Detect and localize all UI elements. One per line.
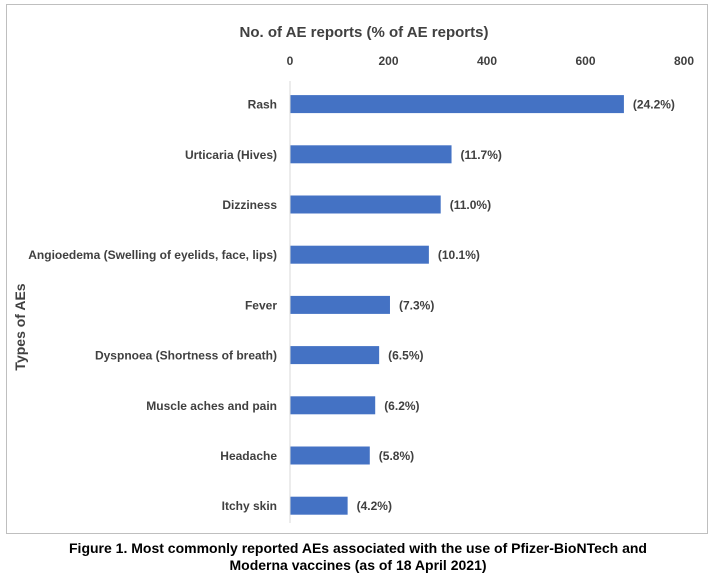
- category-label: Fever: [245, 298, 277, 312]
- y-axis-title: Types of AEs: [12, 283, 28, 370]
- chart-title: No. of AE reports (% of AE reports): [240, 24, 489, 41]
- category-label: Muscle aches and pain: [146, 399, 277, 413]
- category-label: Dyspnoea (Shortness of breath): [95, 349, 277, 363]
- caption-line-1: Figure 1. Most commonly reported AEs ass…: [69, 540, 647, 556]
- category-labels: Rash Urticaria (Hives) Dizziness Angioedema…: [28, 98, 277, 514]
- x-tick-label: 600: [575, 54, 595, 68]
- category-label: Dizziness: [222, 198, 277, 212]
- category-label: Angioedema (Swelling of eyelids, face, l…: [28, 248, 277, 262]
- bar: [290, 446, 370, 465]
- figure-caption: Figure 1. Most commonly reported AEs ass…: [0, 540, 716, 574]
- category-label: Rash: [248, 98, 277, 112]
- bar: [290, 295, 390, 314]
- data-labels: (24.2%) (11.7%) (11.0%) (10.1%) (7.3%) (6.5%)…: [357, 98, 675, 514]
- data-label: (11.7%): [461, 148, 502, 162]
- data-label: (6.2%): [384, 399, 419, 413]
- chart-frame: No. of AE reports (% of AE reports) Type…: [6, 4, 708, 534]
- data-label: (11.0%): [450, 198, 491, 212]
- data-label: (6.5%): [388, 349, 423, 363]
- bar-chart: No. of AE reports (% of AE reports) Type…: [12, 24, 695, 523]
- data-label: (4.2%): [357, 499, 392, 513]
- data-label: (10.1%): [438, 248, 480, 262]
- x-tick-label: 400: [477, 54, 497, 68]
- bars: [290, 95, 624, 515]
- bar: [290, 145, 452, 164]
- data-label: (7.3%): [399, 298, 434, 312]
- bar: [290, 396, 376, 415]
- data-label: (24.2%): [633, 98, 675, 112]
- category-label: Urticaria (Hives): [185, 148, 277, 162]
- caption-line-2: Moderna vaccines (as of 18 April 2021): [229, 557, 487, 573]
- category-label: Headache: [220, 449, 277, 463]
- x-tick-labels: 0 200 400 600 800: [287, 54, 695, 68]
- bar: [290, 195, 441, 214]
- bar: [290, 95, 624, 114]
- data-label: (5.8%): [379, 449, 414, 463]
- category-label: Itchy skin: [222, 499, 277, 513]
- bar: [290, 245, 429, 264]
- bar: [290, 346, 380, 365]
- x-tick-label: 200: [378, 54, 398, 68]
- bar: [290, 496, 348, 515]
- x-tick-label: 0: [287, 54, 294, 68]
- x-tick-label: 800: [674, 54, 694, 68]
